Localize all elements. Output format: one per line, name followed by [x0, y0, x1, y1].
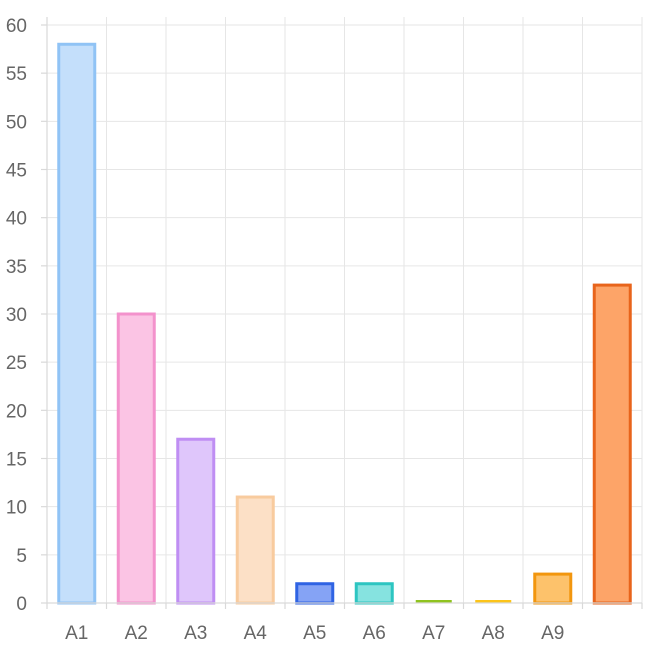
y-tick-label: 40: [6, 209, 27, 230]
y-axis-ticks: 0 5 10 15 20 25 30 35 40 45 50 55 60: [6, 16, 27, 615]
bar-a6: [354, 582, 394, 605]
x-tick-label: A9: [541, 623, 564, 644]
x-tick-label: A5: [303, 623, 326, 644]
y-tick-label: 0: [16, 594, 27, 615]
y-tick-label: 60: [6, 16, 27, 37]
bar-category-10: [592, 283, 632, 605]
x-tick-label: A6: [363, 623, 386, 644]
y-tick-label: 15: [6, 450, 27, 471]
bar-a4: [235, 495, 275, 605]
bars: [57, 42, 632, 605]
x-tick-label: A1: [65, 623, 88, 644]
x-tick-label: A2: [125, 623, 148, 644]
y-tick-label: 5: [16, 546, 27, 567]
axes: [41, 17, 643, 609]
x-tick-label: A8: [482, 623, 505, 644]
bar-a9: [533, 572, 573, 605]
y-tick-label: 30: [6, 305, 27, 326]
y-tick-label: 45: [6, 161, 27, 182]
y-tick-label: 25: [6, 353, 27, 374]
y-tick-label: 35: [6, 257, 27, 278]
x-tick-label: A4: [244, 623, 268, 644]
bar-a8: [475, 600, 512, 603]
bar-a5: [295, 582, 335, 605]
bar-a1: [57, 42, 97, 605]
y-tick-label: 50: [6, 112, 27, 133]
bar-a7: [415, 600, 452, 603]
x-tick-label: A3: [184, 623, 207, 644]
x-tick-label: A7: [422, 623, 445, 644]
bar-a3: [176, 437, 216, 605]
y-tick-label: 20: [6, 401, 27, 422]
bar-a2: [116, 312, 156, 605]
x-axis-ticks: A1 A2 A3 A4 A5 A6 A7 A8 A9: [65, 623, 564, 644]
y-tick-label: 10: [6, 498, 27, 519]
y-tick-label: 55: [6, 64, 27, 85]
